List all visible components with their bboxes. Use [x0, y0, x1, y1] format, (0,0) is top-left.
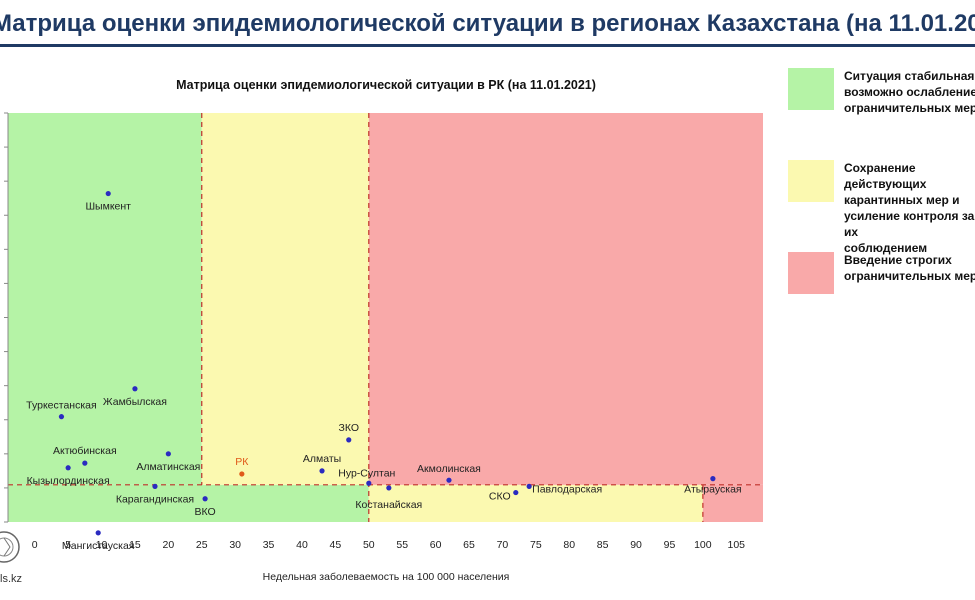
data-point: [65, 465, 71, 471]
x-axis-label: Недельная заболеваемость на 100 000 насе…: [263, 571, 510, 583]
zone-yellow-lower: [368, 484, 703, 522]
data-point: [202, 496, 208, 502]
data-point: [58, 414, 65, 420]
header: Матрица оценки эпидемиологической ситуац…: [0, 0, 975, 50]
data-point-label: Атырауская: [684, 484, 741, 496]
legend-text-strict: Введение строгих ограничительных мер: [844, 253, 975, 283]
data-point: [165, 451, 171, 457]
data-point-label: Туркестанская: [26, 400, 97, 412]
data-point-label: Кызылординская: [27, 475, 110, 487]
x-tick-label: 90: [630, 539, 642, 551]
x-tick-label: 25: [196, 539, 208, 551]
x-tick-label: 65: [463, 539, 475, 551]
data-point: [513, 489, 519, 496]
zone-red-upper: [368, 113, 763, 485]
x-tick-label: 45: [330, 539, 342, 551]
data-point: [346, 437, 352, 443]
legend-swatch-yellow: [788, 160, 834, 202]
header-underline: [0, 44, 975, 47]
data-point: [526, 483, 532, 489]
x-tick-label: 50: [363, 539, 375, 551]
data-point-label: ЗКО: [338, 422, 359, 434]
x-tick-label: 35: [263, 539, 275, 551]
data-point-label: Алматинская: [136, 461, 200, 473]
data-point: [319, 468, 325, 474]
data-point-label: Шымкент: [85, 201, 131, 213]
data-point-label: Костанайская: [355, 499, 422, 511]
x-tick-label: 100: [694, 539, 712, 551]
logo-text: ls.kz: [0, 573, 22, 585]
zone-yellow-upper: [201, 113, 369, 485]
zone-green-lower: [8, 484, 369, 522]
data-point-label: СКО: [489, 491, 511, 503]
x-tick-label: 55: [396, 539, 408, 551]
legend-text-stable: Ситуация стабильная, возможно ослабление…: [844, 69, 975, 115]
scatter-chart: 0 5 10 15 20 25 30 35 40 45 50 55 60 65 70 75 80 85 90 95 10…: [4, 78, 763, 583]
data-point: [710, 476, 716, 482]
page-title: Матрица оценки эпидемиологической ситуац…: [0, 10, 975, 37]
data-point-label: Акмолинская: [417, 463, 481, 475]
legend-swatch-green: [788, 68, 834, 110]
x-tick-label: 70: [497, 539, 509, 551]
x-tick-label: 75: [530, 539, 542, 551]
x-tick-label: 40: [296, 539, 308, 551]
data-point: [132, 386, 138, 392]
x-tick-label: 5: [65, 539, 71, 551]
data-point: [366, 480, 372, 486]
data-point: [386, 485, 392, 491]
data-point-label: ВКО: [195, 506, 216, 518]
data-point: [446, 477, 452, 483]
data-point: [152, 483, 158, 489]
data-point-label: Карагандинская: [116, 493, 194, 505]
data-point: [239, 471, 245, 477]
chart-title: Матрица оценки эпидемиологической ситуац…: [176, 78, 596, 92]
data-point-label: Мангистауская: [62, 540, 135, 552]
data-point-label: Жамбылская: [103, 396, 167, 408]
data-point: [82, 460, 88, 466]
data-point: [105, 190, 111, 197]
legend-text-maintain: Сохранение действующих карантинных мер и…: [844, 161, 975, 255]
x-tick-label: 85: [597, 539, 609, 551]
data-point-label: Актюбинская: [53, 445, 117, 457]
x-tick-label: 30: [229, 539, 241, 551]
data-point-label: Алматы: [303, 453, 341, 465]
legend-swatch-red: [788, 252, 834, 294]
x-tick-label: 60: [430, 539, 442, 551]
data-point: [95, 530, 101, 536]
x-tick-label: 105: [728, 539, 746, 551]
data-point-label: Нур-Султан: [338, 467, 395, 479]
x-tick-label: 10: [96, 539, 108, 551]
zone-green-upper: [8, 113, 202, 485]
x-tick-label: 20: [163, 539, 175, 551]
x-tick-label: 80: [563, 539, 575, 551]
data-point-label: РК: [235, 456, 249, 468]
x-tick-label: 0: [32, 539, 38, 551]
zone-red-lower: [702, 484, 763, 522]
x-tick-label: 15: [129, 539, 141, 551]
logo-emblem-icon: [0, 531, 20, 563]
data-point-label: Павлодарская: [532, 483, 602, 495]
x-tick-label: 95: [664, 539, 676, 551]
